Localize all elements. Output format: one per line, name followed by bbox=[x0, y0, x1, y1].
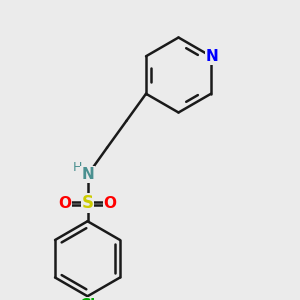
Text: O: O bbox=[58, 196, 71, 211]
Text: S: S bbox=[82, 194, 94, 212]
Text: O: O bbox=[103, 196, 116, 211]
Text: H: H bbox=[72, 161, 82, 174]
Text: N: N bbox=[81, 167, 94, 182]
Text: Cl: Cl bbox=[80, 298, 96, 300]
Text: N: N bbox=[206, 49, 219, 64]
